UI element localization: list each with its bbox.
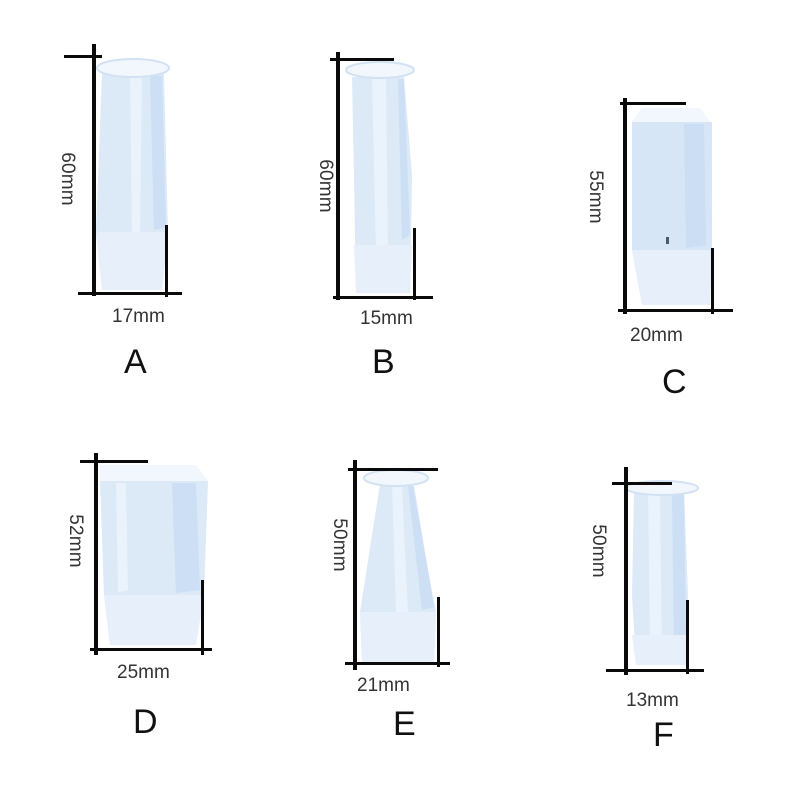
- mold-a-top-tick: [64, 55, 102, 58]
- mold-d-width-line: [90, 648, 212, 651]
- mold-b-width-line: [333, 296, 433, 299]
- mold-a-right-tick: [165, 225, 168, 297]
- mold-a-letter: A: [124, 343, 147, 381]
- mold-c-image: [632, 108, 712, 305]
- mold-e-top-tick: [348, 468, 438, 471]
- mold-d-top-tick: [80, 460, 148, 463]
- mold-d-right-tick: [201, 580, 204, 655]
- mold-c-width-label: 20mm: [630, 325, 683, 346]
- mold-f-letter: F: [653, 716, 674, 754]
- mold-f-image: [625, 480, 699, 665]
- mold-c-height-line: [623, 98, 627, 314]
- mold-d-width-label: 25mm: [117, 662, 170, 683]
- mold-b-width-label: 15mm: [360, 308, 413, 329]
- mold-c-letter: C: [662, 363, 687, 401]
- mold-e-width-label: 21mm: [357, 675, 410, 696]
- mold-a-image: [96, 58, 170, 290]
- mold-c-right-tick: [711, 248, 714, 314]
- mold-c-height-label: 55mm: [584, 170, 606, 224]
- mold-a-height-label: 60mm: [56, 152, 78, 206]
- mold-a-width-line: [78, 292, 182, 295]
- mold-b-letter: B: [372, 343, 395, 381]
- mold-c-top-tick: [620, 102, 686, 105]
- mold-f-width-line: [606, 669, 704, 672]
- mold-e-image: [360, 469, 436, 662]
- mold-b-height-label: 60mm: [314, 159, 336, 213]
- mold-d-letter: D: [133, 703, 158, 741]
- mold-d-height-line: [94, 453, 98, 655]
- mold-f-width-label: 13mm: [626, 690, 679, 711]
- mold-c-width-line: [618, 309, 733, 312]
- mold-e-height-label: 50mm: [328, 518, 350, 572]
- mold-b-right-tick: [413, 228, 416, 300]
- mold-b-height-line: [336, 52, 340, 300]
- mold-e-width-line: [345, 662, 450, 665]
- mold-f-height-label: 50mm: [587, 524, 609, 578]
- mold-d-height-label: 52mm: [64, 514, 86, 568]
- mold-e-height-line: [353, 460, 357, 670]
- mold-e-right-tick: [437, 597, 440, 667]
- mold-a-height-line: [92, 44, 96, 296]
- mold-d-image: [100, 465, 208, 645]
- mold-f-height-line: [624, 467, 628, 675]
- mold-b-top-tick: [330, 58, 394, 61]
- mold-b-image: [345, 61, 415, 293]
- mold-e-letter: E: [393, 705, 416, 743]
- mold-a-width-label: 17mm: [112, 306, 165, 327]
- mold-f-top-tick: [612, 482, 672, 485]
- mold-f-right-tick: [686, 600, 689, 674]
